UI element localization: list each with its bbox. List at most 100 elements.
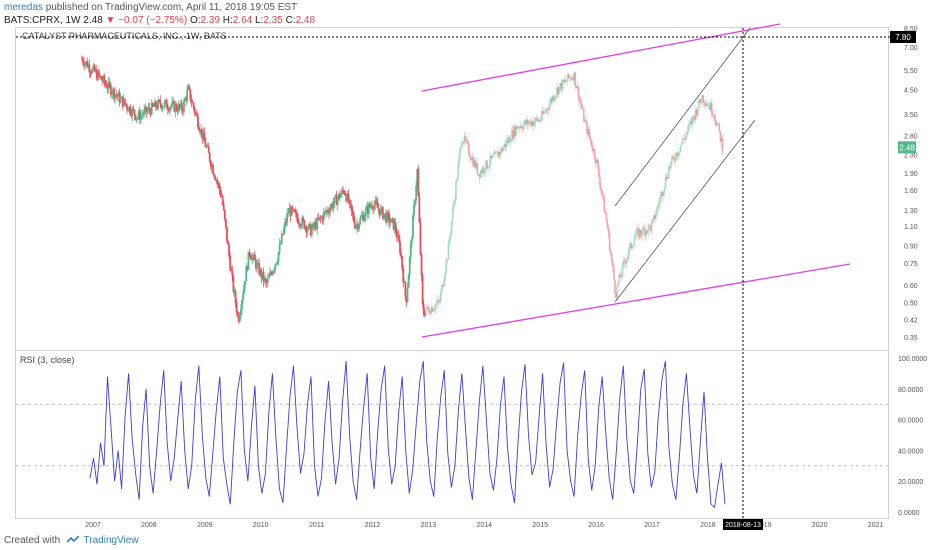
candle-body: [315, 222, 318, 230]
candle-body: [384, 213, 386, 215]
candle-body: [516, 126, 519, 129]
candle-body: [363, 216, 366, 221]
candle-body: [433, 309, 436, 311]
chart-frame[interactable]: CATALYST PHARMACEUTICALS, INC., 1W, BATS…: [15, 27, 890, 519]
candle-body: [707, 105, 710, 107]
candle-body: [581, 108, 584, 110]
candle-body: [543, 111, 545, 114]
candle-body: [648, 224, 651, 226]
candle-body: [132, 108, 135, 110]
candle-body: [113, 88, 115, 99]
candle-body: [364, 209, 367, 217]
candle-body: [711, 114, 714, 116]
candle-body: [703, 101, 706, 104]
author-link[interactable]: meredas: [4, 2, 43, 13]
candle-body: [568, 77, 571, 79]
candle-body: [422, 304, 425, 314]
candle-body: [353, 221, 356, 229]
candle-body: [538, 119, 541, 122]
candle-body: [203, 132, 206, 141]
candle-body: [220, 195, 223, 197]
candle-body: [634, 234, 637, 239]
candle-body: [156, 107, 158, 109]
candle-body: [138, 111, 141, 120]
candle-body: [97, 71, 99, 80]
candle-body: [91, 67, 94, 73]
candle-body: [396, 234, 399, 238]
candle-body: [533, 122, 536, 126]
candle-body: [607, 228, 610, 233]
candle-body: [459, 146, 462, 156]
candle-body: [601, 190, 604, 196]
candle-body: [221, 196, 224, 205]
candle-body: [653, 215, 656, 219]
candle-body: [162, 106, 165, 108]
candle-body: [276, 261, 279, 264]
candle-body: [481, 167, 484, 174]
candle-body: [589, 136, 592, 140]
candle-body: [109, 85, 112, 95]
candle-body: [320, 216, 323, 218]
candle-body: [425, 306, 428, 312]
candle-body: [381, 207, 384, 219]
candle-body: [373, 204, 376, 210]
candle-body: [281, 234, 284, 235]
candle-body: [424, 311, 427, 316]
ohlc-values: O:2.39 H:2.64 L:2.35 C:2.48: [189, 15, 316, 26]
candle-body: [638, 229, 641, 238]
candle-body: [461, 142, 464, 147]
price-change: ▼ −0.07 (−2.75%): [105, 15, 188, 26]
candle-body: [706, 104, 709, 106]
candle-body: [584, 120, 586, 122]
candle-body: [99, 75, 101, 77]
candle-body: [674, 160, 677, 162]
candle-body: [86, 61, 89, 68]
candle-body: [532, 121, 535, 126]
candle-body: [519, 125, 522, 128]
price-pane[interactable]: [16, 28, 890, 351]
candle-body: [288, 208, 291, 213]
candle-body: [339, 194, 342, 198]
candle-body: [167, 109, 170, 112]
candle-body: [87, 64, 90, 68]
candle-body: [514, 126, 516, 136]
candle-body: [159, 100, 162, 105]
candle-body: [500, 148, 502, 155]
footer: Created with TradingView: [4, 535, 139, 546]
candle-body: [472, 156, 475, 167]
candle-body: [535, 117, 538, 119]
candle-body: [142, 114, 144, 116]
candle-body: [173, 101, 176, 112]
candle-body: [656, 207, 658, 215]
ohlc-low: 2.35: [263, 15, 283, 26]
candle-body: [143, 109, 146, 115]
candle-body: [332, 203, 335, 209]
candle-body: [705, 104, 708, 106]
candle-body: [539, 119, 542, 122]
price-tick-label: 5.50: [904, 68, 918, 75]
candle-body: [488, 165, 491, 168]
candle-body: [146, 110, 149, 113]
candle-body: [290, 207, 293, 217]
price-tick-label: 1.60: [904, 188, 918, 195]
tradingview-link[interactable]: TradingView: [83, 535, 139, 546]
candle-body: [101, 79, 104, 82]
candle-body: [657, 205, 659, 208]
rsi-tick-label: 40.0000: [898, 448, 923, 455]
price-tick-label: 4.50: [904, 88, 918, 95]
candle-body: [444, 272, 447, 281]
candle-body: [341, 189, 343, 195]
candle-body: [257, 263, 260, 264]
candle-body: [298, 223, 300, 225]
candle-body: [575, 85, 578, 88]
candle-body: [198, 126, 200, 131]
candle-body: [253, 254, 256, 260]
candle-body: [144, 106, 147, 110]
candle-body: [169, 107, 171, 112]
candle-body: [141, 114, 143, 116]
candle-body: [127, 109, 129, 112]
candle-body: [135, 117, 138, 120]
candle-body: [84, 63, 86, 66]
candle-body: [629, 243, 631, 248]
